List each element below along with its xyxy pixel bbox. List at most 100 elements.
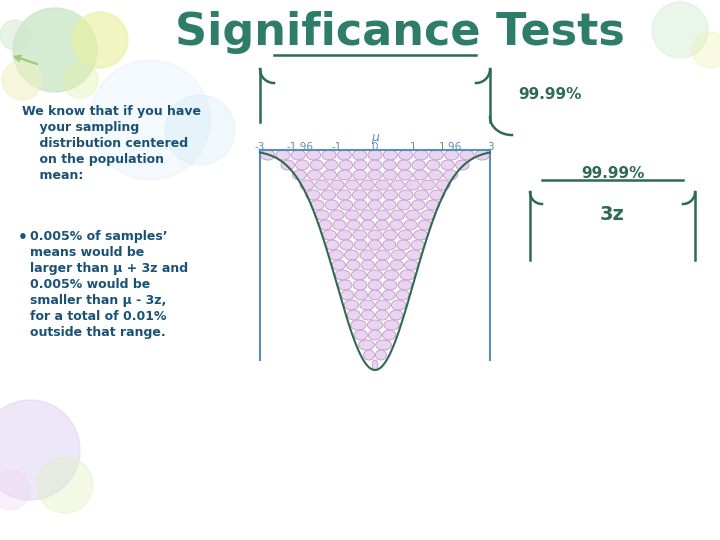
Text: larger than μ + 3z and: larger than μ + 3z and [30,262,188,275]
Ellipse shape [346,180,359,190]
Ellipse shape [392,300,406,310]
Ellipse shape [340,240,353,250]
Circle shape [0,20,30,50]
Ellipse shape [337,190,351,200]
Text: means would be: means would be [30,246,144,259]
Ellipse shape [445,150,459,160]
Ellipse shape [406,210,420,220]
Ellipse shape [353,150,366,160]
Ellipse shape [382,330,396,340]
Ellipse shape [391,210,405,220]
Ellipse shape [295,160,309,170]
Ellipse shape [323,170,337,180]
Text: smaller than μ - 3z,: smaller than μ - 3z, [30,294,166,307]
Ellipse shape [436,180,450,190]
Ellipse shape [376,300,390,310]
Circle shape [0,470,30,510]
Ellipse shape [430,190,444,200]
Ellipse shape [321,190,336,200]
Text: -1: -1 [331,142,342,152]
Ellipse shape [429,150,444,160]
Ellipse shape [383,160,396,170]
Ellipse shape [391,250,405,260]
Ellipse shape [426,200,439,210]
Ellipse shape [376,250,390,260]
Text: -3: -3 [255,142,265,152]
Ellipse shape [361,260,374,270]
Ellipse shape [383,170,397,180]
Ellipse shape [412,160,426,170]
Circle shape [90,60,210,180]
Ellipse shape [414,150,428,160]
Text: distribution centered: distribution centered [22,137,188,150]
Ellipse shape [390,220,403,230]
Ellipse shape [354,200,367,210]
Ellipse shape [376,310,389,320]
Ellipse shape [346,210,359,220]
Text: 99.99%: 99.99% [518,87,582,102]
Ellipse shape [359,340,374,350]
Ellipse shape [322,150,336,160]
Ellipse shape [376,340,392,350]
Text: 3z: 3z [600,206,625,225]
Ellipse shape [307,170,322,180]
Ellipse shape [376,220,389,230]
Ellipse shape [292,170,307,180]
Text: mean:: mean: [22,169,84,182]
Ellipse shape [400,270,415,280]
Ellipse shape [325,200,338,210]
Ellipse shape [361,180,374,190]
Ellipse shape [398,230,413,240]
Ellipse shape [372,360,378,370]
Ellipse shape [354,160,367,170]
Ellipse shape [319,220,332,230]
Ellipse shape [306,190,320,200]
Text: 3: 3 [487,142,493,152]
Ellipse shape [413,170,427,180]
Ellipse shape [421,210,435,220]
Text: We know that if you have: We know that if you have [22,105,201,118]
Ellipse shape [399,150,413,160]
Ellipse shape [344,250,359,260]
Ellipse shape [460,150,474,160]
Ellipse shape [329,250,343,260]
Ellipse shape [332,260,346,270]
Ellipse shape [354,240,367,250]
Circle shape [13,8,97,92]
Circle shape [165,95,235,165]
Ellipse shape [421,180,435,190]
Ellipse shape [352,190,366,200]
Text: your sampling: your sampling [22,121,139,134]
Circle shape [0,400,80,500]
Text: 99.99%: 99.99% [581,166,644,181]
Ellipse shape [384,320,400,330]
Ellipse shape [383,190,397,200]
Ellipse shape [397,200,410,210]
Ellipse shape [292,150,305,160]
Circle shape [2,60,42,100]
Ellipse shape [382,290,395,300]
Ellipse shape [475,150,490,160]
Ellipse shape [369,240,382,250]
Ellipse shape [361,220,374,230]
Circle shape [37,457,93,513]
Ellipse shape [330,210,344,220]
Ellipse shape [368,230,382,240]
Ellipse shape [367,320,382,330]
Ellipse shape [353,170,366,180]
Ellipse shape [351,320,366,330]
Ellipse shape [383,280,397,290]
Text: 0: 0 [372,142,378,152]
Ellipse shape [383,230,397,240]
Ellipse shape [368,170,382,180]
Ellipse shape [412,200,425,210]
Ellipse shape [444,170,457,180]
Ellipse shape [369,160,382,170]
Ellipse shape [353,230,366,240]
Ellipse shape [276,150,290,160]
Ellipse shape [383,200,396,210]
Ellipse shape [405,260,418,270]
Ellipse shape [341,290,354,300]
Ellipse shape [330,180,344,190]
Ellipse shape [376,260,389,270]
